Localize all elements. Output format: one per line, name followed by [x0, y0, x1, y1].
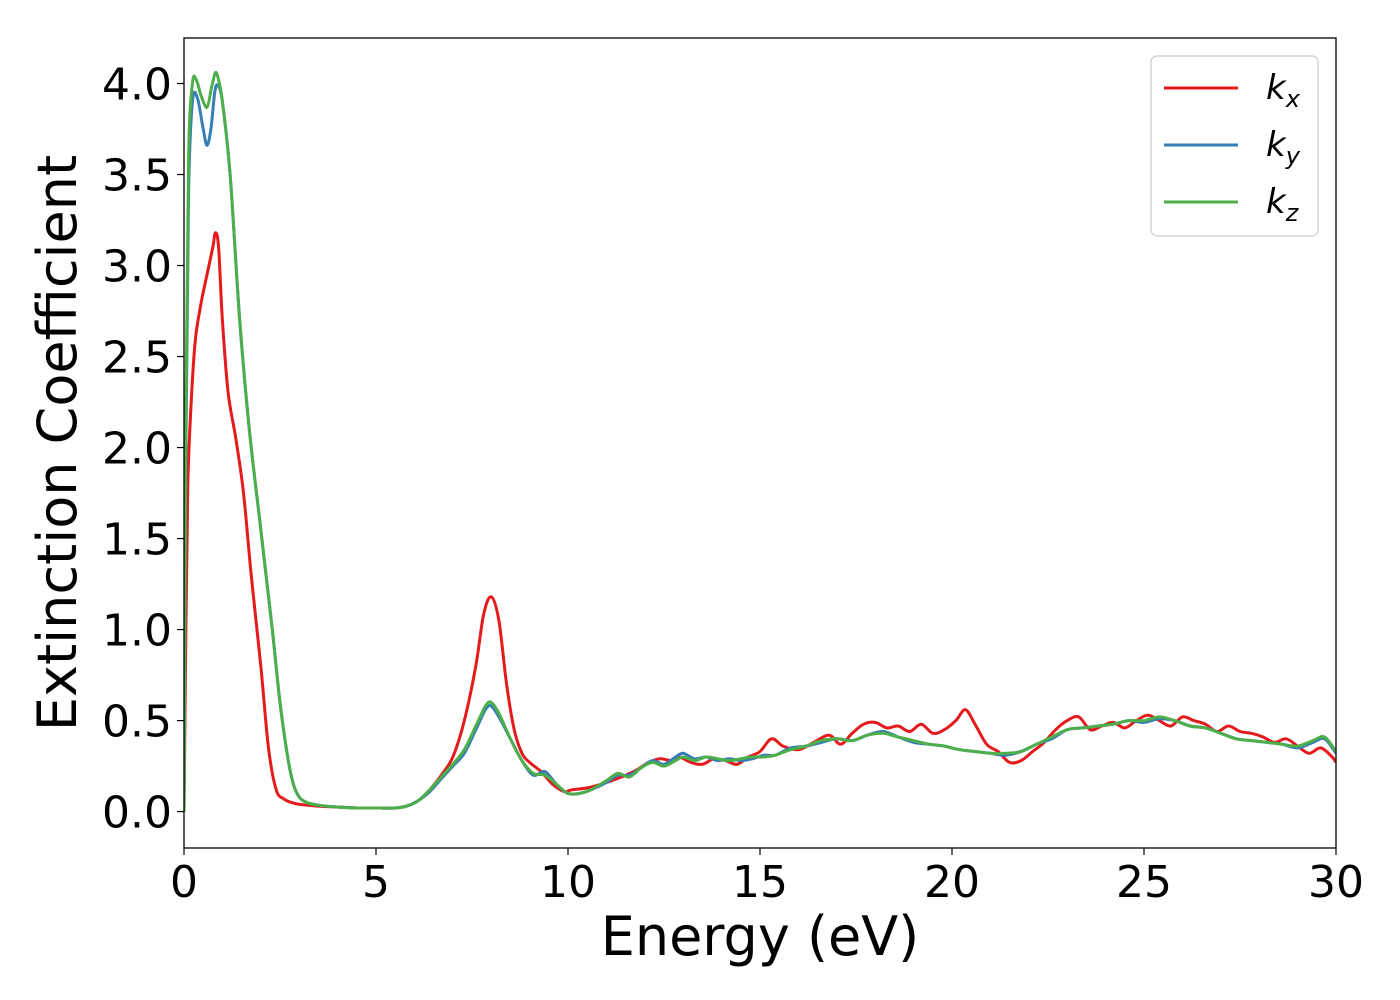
y-tick-label: 1.0	[102, 606, 172, 657]
y-tick-label: 0.5	[102, 697, 172, 748]
x-tick-label: 10	[540, 857, 596, 908]
y-tick-label: 3.5	[102, 151, 172, 202]
legend-label-kz: kz	[1266, 182, 1300, 227]
series-line-kx	[184, 231, 1336, 812]
series-line-kz	[184, 70, 1336, 812]
x-tick-label: 30	[1308, 857, 1364, 908]
x-tick-label: 0	[170, 857, 198, 908]
x-axis-label: Energy (eV)	[601, 905, 920, 968]
y-axis-label: Extinction Coefficient	[26, 155, 89, 731]
series-layer	[184, 70, 1336, 812]
x-tick-label: 5	[362, 857, 390, 908]
y-tick-label: 2.0	[102, 424, 172, 475]
x-axis: 0 5 10 15 20 25 30	[170, 848, 1364, 908]
y-tick-label: 1.5	[102, 515, 172, 566]
legend-label-ky: ky	[1266, 125, 1301, 170]
legend-label-kx: kx	[1266, 68, 1301, 113]
y-axis: 0.0 0.5 1.0 1.5 2.0 2.5 3.0 3.5 4.0	[102, 60, 184, 839]
x-tick-label: 20	[924, 857, 980, 908]
x-tick-label: 15	[732, 857, 788, 908]
legend: kx ky kz	[1150, 55, 1319, 237]
y-tick-label: 4.0	[102, 60, 172, 111]
x-tick-label: 25	[1116, 857, 1172, 908]
y-tick-label: 2.5	[102, 333, 172, 384]
y-tick-label: 3.0	[102, 242, 172, 293]
y-tick-label: 0.0	[102, 788, 172, 839]
